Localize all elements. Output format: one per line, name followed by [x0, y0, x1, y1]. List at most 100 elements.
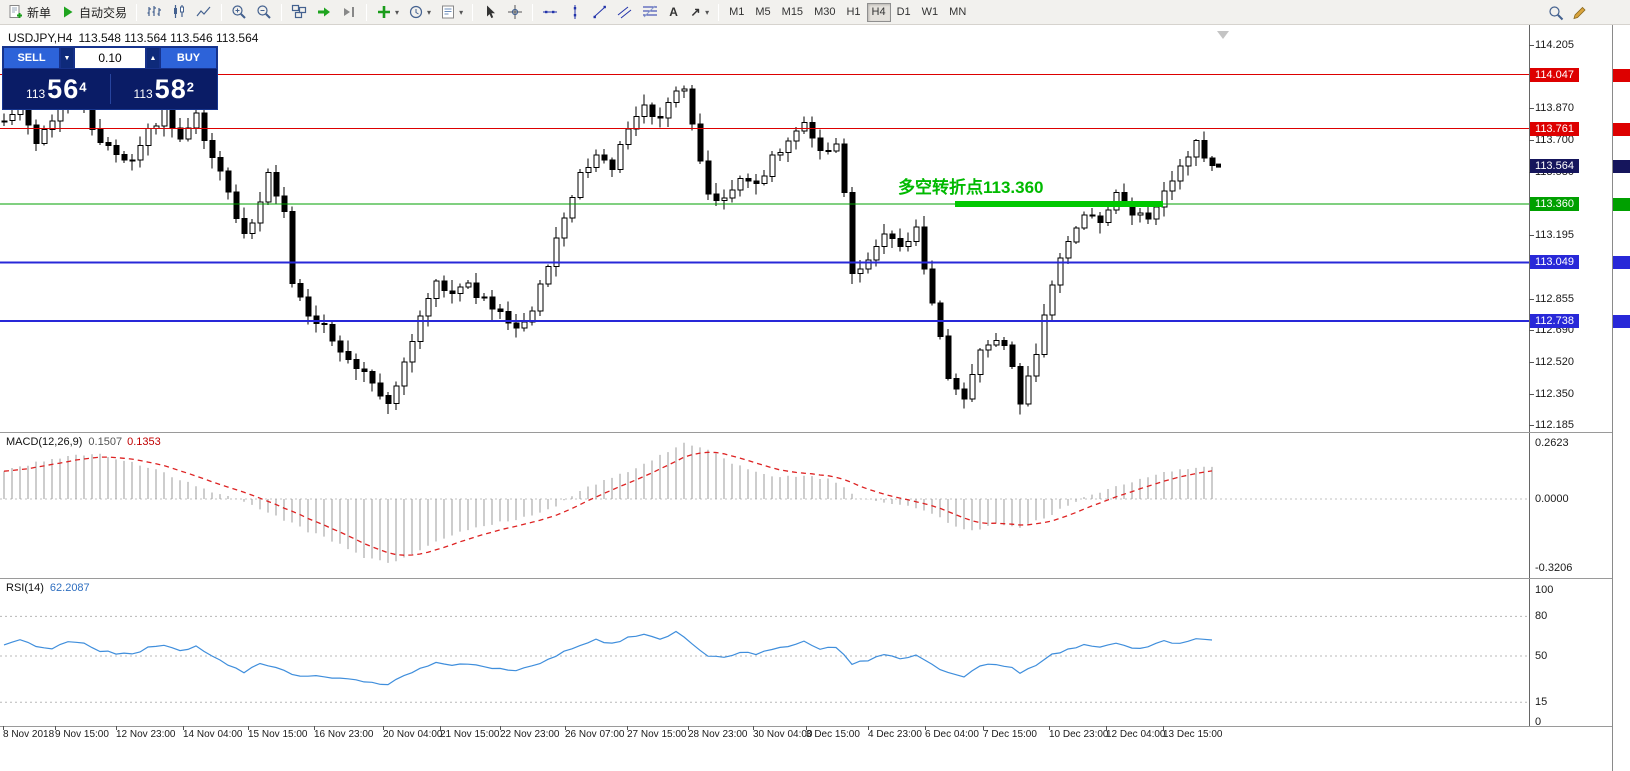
zoom-in-button[interactable]	[227, 2, 251, 23]
timeframe-m5-button[interactable]: M5	[750, 3, 775, 22]
chevron-down-icon: ▾	[395, 7, 400, 17]
fibonacci-button[interactable]	[638, 2, 662, 23]
buy-button[interactable]: BUY	[160, 47, 217, 69]
timeframe-m15-button[interactable]: M15	[777, 3, 808, 22]
macd-label: MACD(12,26,9) 0.1507 0.1353	[6, 436, 161, 448]
rsi-label: RSI(14) 62.2087	[6, 582, 90, 594]
channel-icon	[617, 4, 633, 20]
new-order-icon	[8, 4, 24, 20]
macd-axis-label: 0.0000	[1535, 493, 1569, 505]
zoom-in-icon	[231, 4, 247, 20]
rsi-value: 62.2087	[49, 582, 90, 594]
text-label-button[interactable]: A	[663, 2, 684, 23]
search-button[interactable]	[1544, 2, 1568, 23]
rsi-axis-label: 80	[1535, 610, 1548, 622]
price-tick-mark	[1529, 425, 1534, 426]
time-label: 12 Nov 23:00	[116, 729, 176, 740]
new-order-button[interactable]: 新单	[4, 2, 55, 23]
timeframe-h1-button[interactable]: H1	[841, 3, 865, 22]
periods-button[interactable]: ▾	[404, 2, 435, 23]
macd-histogram	[3, 442, 1213, 563]
bars-icon	[146, 4, 162, 20]
time-tick-mark	[1163, 726, 1164, 730]
zoom-out-button[interactable]	[252, 2, 276, 23]
price-tick: 112.520	[1535, 356, 1574, 368]
quick-edit-button[interactable]	[1568, 2, 1592, 23]
volume-increase-button[interactable]: ▲	[146, 47, 160, 69]
main-chart-canvas[interactable]	[0, 25, 1529, 432]
pivot-annotation-text[interactable]: 多空转折点113.360	[898, 178, 1044, 197]
sell-button[interactable]: SELL	[3, 47, 60, 69]
zoom-out-icon	[256, 4, 272, 20]
timeframe-w1-button[interactable]: W1	[917, 3, 944, 22]
price-axis-line	[1529, 25, 1530, 726]
timeframe-m30-button[interactable]: M30	[809, 3, 840, 22]
chart-shift-marker[interactable]	[1217, 31, 1229, 39]
strip-price-mark	[1613, 198, 1630, 211]
time-label: 3 Dec 15:00	[806, 729, 860, 740]
indicators-button[interactable]: ▾	[372, 2, 403, 23]
auto-scroll-button[interactable]	[312, 2, 336, 23]
rsi-axis-label: 100	[1535, 584, 1554, 596]
time-label: 8 Nov 2018	[3, 729, 55, 740]
timeframe-h4-button[interactable]: H4	[866, 2, 891, 22]
time-tick-mark	[500, 726, 501, 730]
toolbar-separator	[221, 3, 223, 21]
price-tick-mark	[1529, 45, 1534, 46]
candlestick-chart-button[interactable]	[167, 2, 191, 23]
buy-price-display[interactable]: 113582	[133, 73, 194, 104]
templates-button[interactable]: ▾	[436, 2, 467, 23]
price-badge: 113.564	[1530, 159, 1579, 173]
line-chart-button[interactable]	[192, 2, 216, 23]
one-click-controls: SELL ▼ ▲ BUY	[3, 47, 217, 69]
strip-price-mark	[1613, 69, 1630, 82]
play-icon	[60, 4, 76, 20]
timeframe-d1-button[interactable]: D1	[892, 3, 916, 22]
one-click-trading-panel: SELL ▼ ▲ BUY 113564 113582	[2, 46, 218, 110]
bar-chart-button[interactable]	[142, 2, 166, 23]
volume-decrease-button[interactable]: ▼	[60, 47, 74, 69]
time-tick-mark	[627, 726, 628, 730]
time-tick-mark	[3, 726, 4, 730]
rsi-panel-divider[interactable]	[0, 578, 1612, 579]
time-label: 6 Dec 04:00	[925, 729, 979, 740]
horizontal-line-button[interactable]	[538, 2, 562, 23]
time-label: 22 Nov 23:00	[500, 729, 560, 740]
price-tick: 112.855	[1535, 293, 1574, 305]
rsi-panel-canvas[interactable]	[0, 578, 1529, 726]
timeframe-mn-button[interactable]: MN	[944, 3, 971, 22]
sell-price-display[interactable]: 113564	[26, 73, 87, 104]
one-click-prices: 113564 113582	[3, 69, 217, 109]
time-label: 30 Nov 04:00	[753, 729, 813, 740]
chart-shift-button[interactable]	[337, 2, 361, 23]
toolbar-separator	[136, 3, 138, 21]
last-price-marker	[1216, 163, 1221, 168]
macd-panel-canvas[interactable]	[0, 432, 1529, 578]
toolbar-separator	[366, 3, 368, 21]
macd-panel-divider[interactable]	[0, 432, 1612, 433]
price-tick: 112.185	[1535, 419, 1574, 431]
vertical-line-button[interactable]	[563, 2, 587, 23]
autotrading-button[interactable]: 自动交易	[56, 2, 131, 23]
price-tick-mark	[1529, 394, 1534, 395]
text-label-icon: A	[669, 5, 678, 19]
pivot-thick-segment[interactable]	[955, 201, 1163, 207]
macd-axis-label: -0.3206	[1535, 562, 1573, 574]
equidistant-channel-button[interactable]	[613, 2, 637, 23]
arrows-button[interactable]: ↗ ▾	[685, 2, 713, 23]
time-label: 27 Nov 15:00	[627, 729, 687, 740]
magnifier-icon	[1548, 5, 1564, 21]
volume-input[interactable]	[74, 47, 146, 69]
crosshair-button[interactable]	[503, 2, 527, 23]
time-label: 26 Nov 07:00	[565, 729, 625, 740]
time-tick-mark	[688, 726, 689, 730]
macd-axis-label: 0.2623	[1535, 437, 1569, 449]
cursor-button[interactable]	[478, 2, 502, 23]
timeframe-m1-button[interactable]: M1	[724, 3, 749, 22]
time-tick-mark	[116, 726, 117, 730]
time-tick-mark	[183, 726, 184, 730]
time-label: 15 Nov 15:00	[248, 729, 308, 740]
toolbar-separator	[281, 3, 283, 21]
trendline-button[interactable]	[588, 2, 612, 23]
tile-windows-button[interactable]	[287, 2, 311, 23]
